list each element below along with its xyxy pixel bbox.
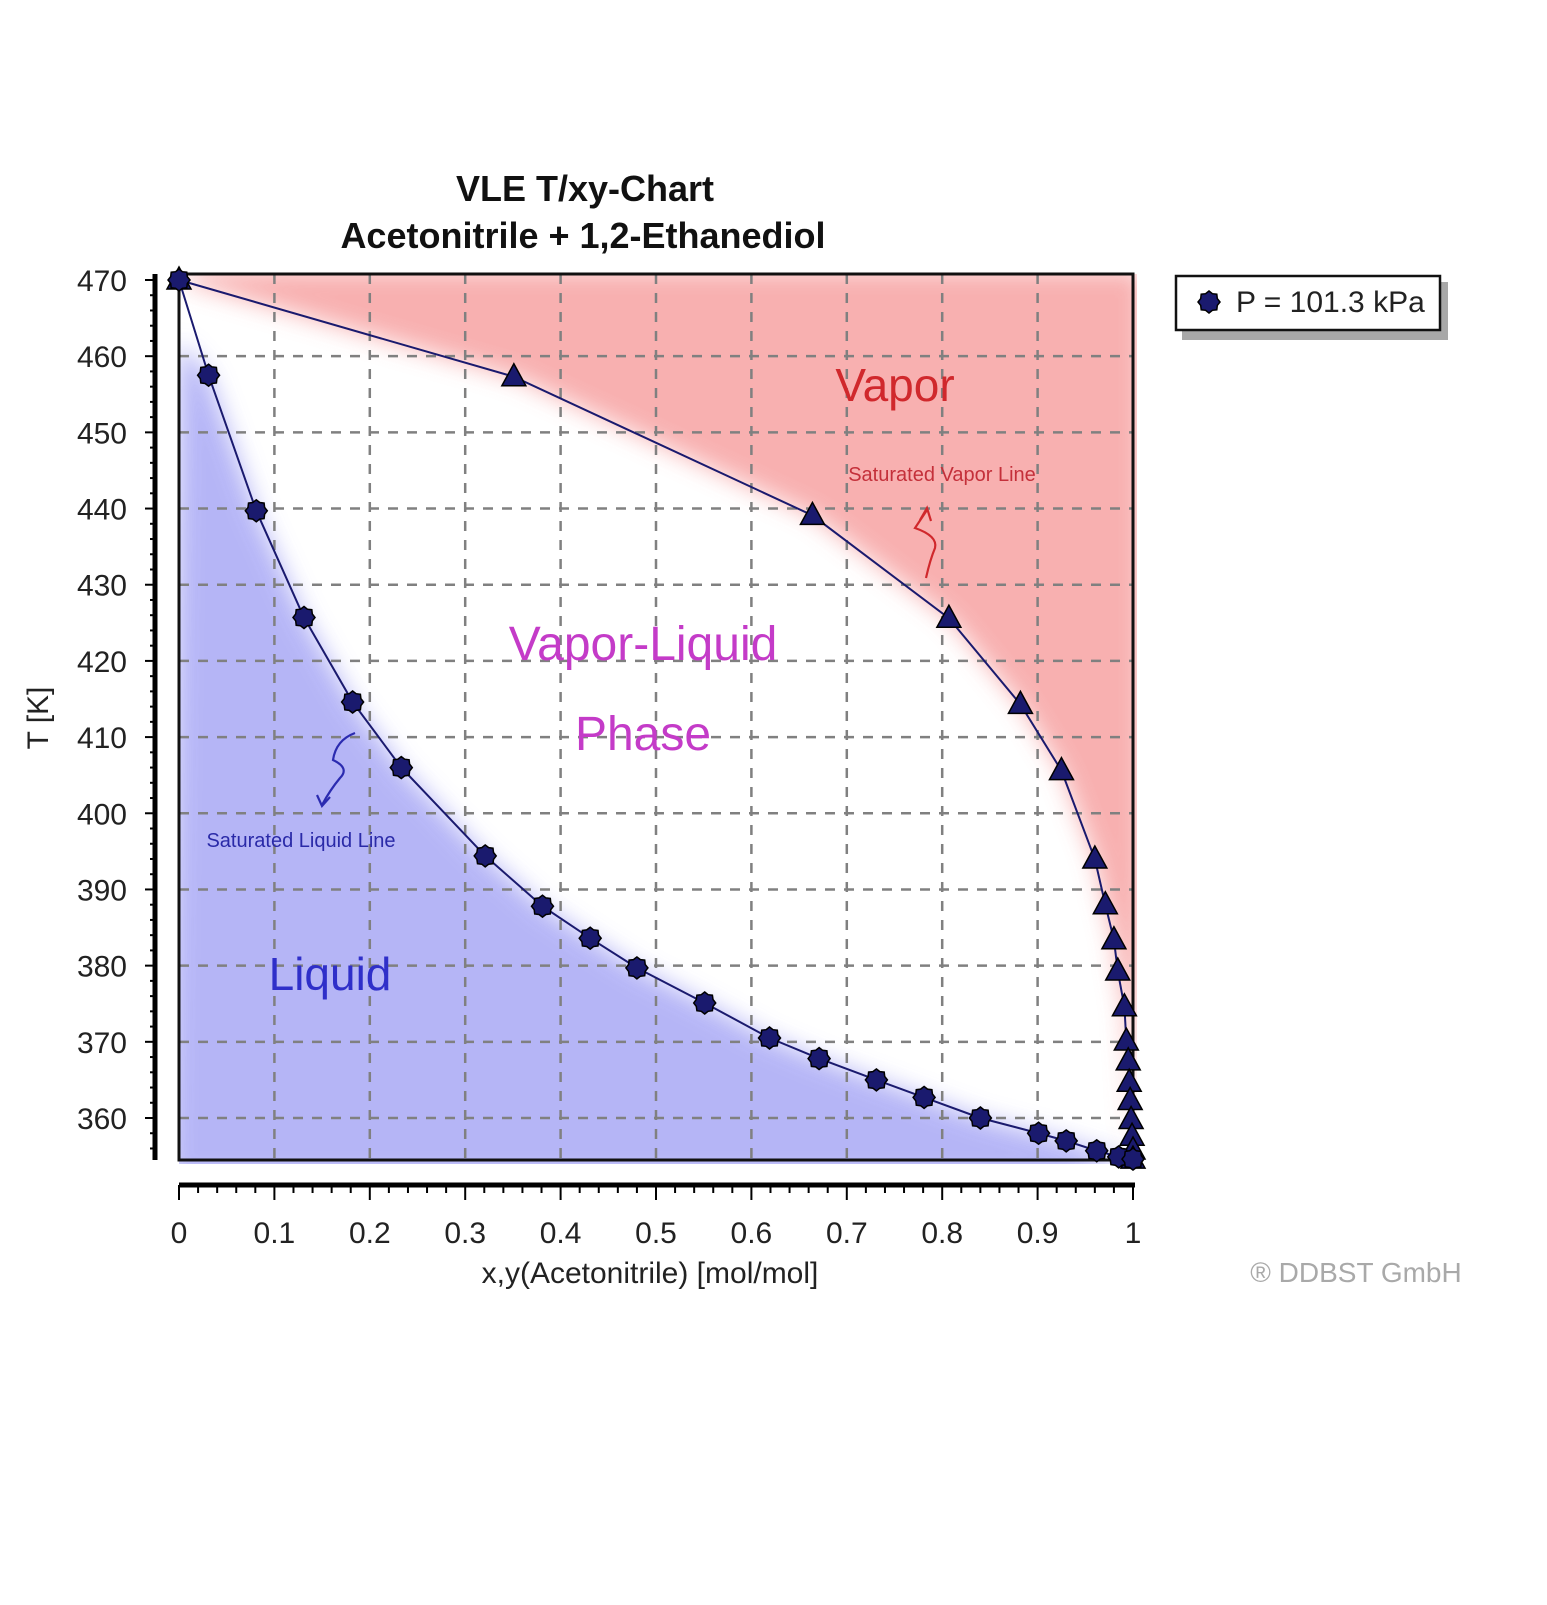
vapor-data-point bbox=[935, 603, 963, 628]
hand-drawn-arrow-icon bbox=[321, 731, 356, 806]
vapor-region-label: Vapor bbox=[835, 359, 954, 411]
y-tick-label: 440 bbox=[77, 494, 127, 527]
vapor-data-point bbox=[799, 500, 826, 526]
grid-lines bbox=[179, 274, 1133, 1160]
liquid-data-point bbox=[1121, 1147, 1145, 1172]
y-axis-label: T [K] bbox=[22, 687, 55, 750]
x-tick-label: 0.1 bbox=[254, 1217, 296, 1250]
hand-drawn-arrow-icon bbox=[913, 509, 937, 579]
saturated-vapor-line-label: Saturated Vapor Line bbox=[848, 464, 1036, 486]
y-tick-label: 470 bbox=[77, 265, 127, 298]
vapor-data-point bbox=[1048, 756, 1075, 781]
saturated-liquid-markers bbox=[167, 268, 1145, 1172]
y-tick-label: 430 bbox=[77, 570, 127, 603]
liquid-data-point bbox=[912, 1085, 937, 1110]
liquid-data-point bbox=[389, 755, 414, 780]
y-tick-label: 360 bbox=[77, 1103, 127, 1136]
vapor-data-point bbox=[1100, 925, 1128, 950]
vapor-data-point bbox=[500, 362, 528, 387]
liquid-data-point bbox=[1054, 1128, 1079, 1153]
saturated-liquid-line-label: Saturated Liquid Line bbox=[206, 830, 395, 852]
liquid-data-point bbox=[1084, 1138, 1109, 1163]
legend-label: P = 101.3 kPa bbox=[1236, 286, 1425, 319]
liquid-data-point bbox=[196, 363, 221, 388]
y-tick-label: 410 bbox=[77, 722, 127, 755]
phase-region-shading bbox=[179, 274, 1137, 1164]
liquid-data-point bbox=[807, 1046, 832, 1071]
vapor-liquid-region-label: Vapor-Liquid bbox=[509, 618, 778, 671]
liquid-data-point bbox=[864, 1067, 889, 1092]
y-axis: 470 460 450 440 430 420 410 400 390 380 370 360 bbox=[77, 265, 158, 1160]
copyright-label: ® DDBST GmbH bbox=[1250, 1257, 1461, 1288]
liquid-data-point bbox=[968, 1106, 993, 1130]
vapor-data-point bbox=[1111, 992, 1138, 1017]
chart-title: VLE T/xy-Chart bbox=[456, 168, 714, 209]
y-tick-label: 400 bbox=[77, 798, 127, 831]
y-tick-label: 420 bbox=[77, 646, 127, 679]
vapor-region-fill bbox=[179, 274, 1137, 1160]
chart-subtitle: Acetonitrile + 1,2-Ethanediol bbox=[340, 215, 825, 256]
vapor-data-point bbox=[1007, 689, 1034, 715]
liquid-data-point bbox=[473, 843, 498, 868]
x-tick-label: 1 bbox=[1125, 1217, 1142, 1250]
liquid-data-point bbox=[530, 894, 555, 919]
arrow-head-icon bbox=[919, 505, 933, 522]
vapor-liquid-phase-label: Phase bbox=[575, 708, 711, 761]
y-tick-label: 390 bbox=[77, 874, 127, 907]
x-axis-label: x,y(Acetonitrile) [mol/mol] bbox=[482, 1257, 819, 1290]
liquid-data-point bbox=[624, 955, 649, 980]
liquid-data-point bbox=[340, 690, 365, 714]
liquid-data-point bbox=[578, 926, 603, 951]
y-tick-label: 460 bbox=[77, 341, 127, 374]
legend: P = 101.3 kPa bbox=[1174, 274, 1448, 340]
x-tick-label: 0.4 bbox=[540, 1217, 582, 1250]
arrow-head-icon bbox=[315, 794, 331, 808]
y-tick-label: 380 bbox=[77, 951, 127, 984]
plot-frame bbox=[177, 272, 1135, 1162]
vapor-data-point bbox=[1092, 890, 1119, 915]
x-axis: 0 0.1 0.2 0.3 0.4 0.5 0.6 0.7 0.8 0.9 1 bbox=[171, 1182, 1142, 1250]
liquid-region-fill bbox=[179, 340, 1133, 1164]
x-tick-label: 0.9 bbox=[1017, 1217, 1059, 1250]
liquid-data-point bbox=[1026, 1121, 1051, 1146]
liquid-data-point bbox=[244, 498, 269, 523]
liquid-data-point bbox=[292, 605, 316, 630]
x-tick-label: 0.8 bbox=[921, 1217, 963, 1250]
legend-marker-icon bbox=[1197, 290, 1221, 314]
y-tick-label: 450 bbox=[77, 417, 127, 450]
x-tick-label: 0 bbox=[171, 1217, 188, 1250]
vapor-data-point bbox=[1081, 844, 1109, 869]
x-tick-label: 0.3 bbox=[444, 1217, 486, 1250]
liquid-data-point bbox=[757, 1026, 782, 1050]
x-tick-label: 0.7 bbox=[826, 1217, 868, 1250]
vapor-data-point bbox=[1104, 956, 1131, 981]
x-tick-label: 0.5 bbox=[635, 1217, 677, 1250]
y-tick-label: 370 bbox=[77, 1027, 127, 1060]
liquid-region-label: Liquid bbox=[269, 948, 392, 1000]
liquid-data-point bbox=[167, 268, 191, 292]
liquid-data-point bbox=[692, 991, 717, 1015]
x-tick-label: 0.6 bbox=[731, 1217, 773, 1250]
x-tick-label: 0.2 bbox=[349, 1217, 391, 1250]
